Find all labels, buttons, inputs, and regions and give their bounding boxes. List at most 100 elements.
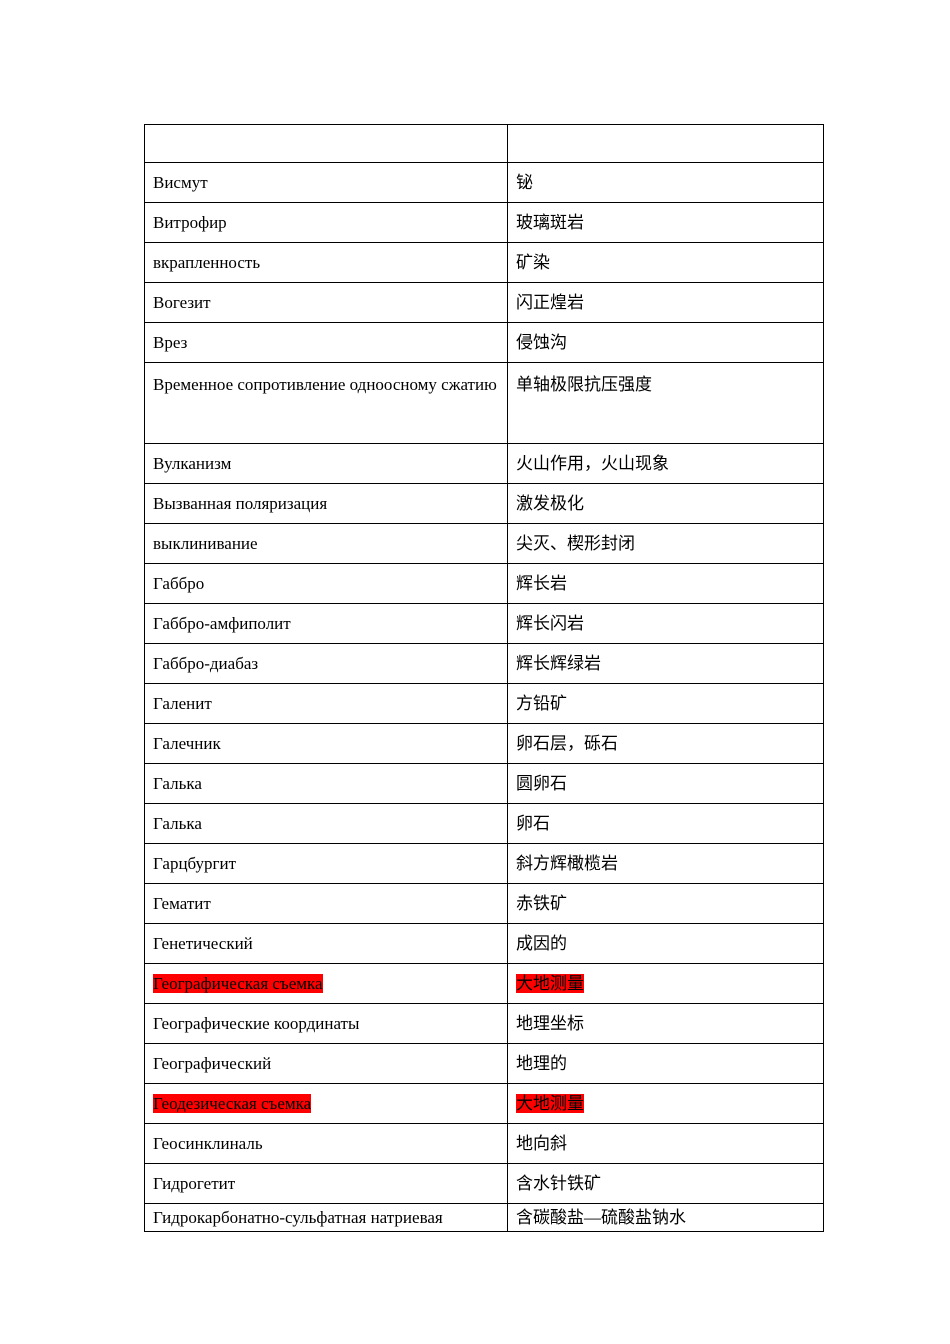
russian-term: Галенит bbox=[153, 694, 212, 713]
chinese-term: 方铅矿 bbox=[516, 694, 567, 713]
table-row: Временное сопротивление одноосному сжати… bbox=[144, 362, 824, 444]
chinese-term-cell: 地向斜 bbox=[507, 1123, 824, 1164]
table-row: выклинивание 尖灭、楔形封闭 bbox=[144, 523, 824, 564]
chinese-term: 含碳酸盐—硫酸盐钠水 bbox=[516, 1208, 686, 1227]
chinese-term: 闪正煌岩 bbox=[516, 293, 584, 312]
table-row: Врез 侵蚀沟 bbox=[144, 322, 824, 363]
russian-term: Висмут bbox=[153, 173, 208, 192]
russian-term: Географические координаты bbox=[153, 1014, 360, 1033]
chinese-term: 地理的 bbox=[516, 1054, 567, 1073]
header-cell-russian bbox=[144, 124, 508, 163]
russian-term-cell: Вогезит bbox=[144, 282, 508, 323]
russian-term-cell: выклинивание bbox=[144, 523, 508, 564]
russian-term-cell: Географические координаты bbox=[144, 1003, 508, 1044]
table-row: Галька 卵石 bbox=[144, 803, 824, 844]
table-header-row bbox=[144, 124, 824, 163]
chinese-term-cell: 铋 bbox=[507, 162, 824, 203]
chinese-term: 地向斜 bbox=[516, 1134, 567, 1153]
header-cell-chinese bbox=[507, 124, 824, 163]
table-row: Генетический 成因的 bbox=[144, 923, 824, 964]
russian-term: Гарцбургит bbox=[153, 854, 237, 873]
russian-term: Габбро-диабаз bbox=[153, 654, 259, 673]
table-row: вкрапленность 矿染 bbox=[144, 242, 824, 283]
table-row: Геодезическая съемка 大地测量 bbox=[144, 1083, 824, 1124]
chinese-term-cell: 辉长闪岩 bbox=[507, 603, 824, 644]
chinese-term-cell: 含水针铁矿 bbox=[507, 1163, 824, 1204]
russian-term-cell: Галька bbox=[144, 763, 508, 804]
russian-term: Галька bbox=[153, 774, 202, 793]
russian-term-cell: Гарцбургит bbox=[144, 843, 508, 884]
russian-term: Географическая съемка bbox=[153, 974, 323, 993]
table-row: Витрофир 玻璃斑岩 bbox=[144, 202, 824, 243]
chinese-term-cell: 斜方辉橄榄岩 bbox=[507, 843, 824, 884]
table-row: Вогезит 闪正煌岩 bbox=[144, 282, 824, 323]
chinese-term-cell: 地理的 bbox=[507, 1043, 824, 1084]
russian-term-cell: Габбро-диабаз bbox=[144, 643, 508, 684]
chinese-term: 斜方辉橄榄岩 bbox=[516, 854, 618, 873]
chinese-term-cell: 方铅矿 bbox=[507, 683, 824, 724]
table-row: Габбро-диабаз 辉长辉绿岩 bbox=[144, 643, 824, 684]
chinese-term-cell: 侵蚀沟 bbox=[507, 322, 824, 363]
chinese-term-cell: 尖灭、楔形封闭 bbox=[507, 523, 824, 564]
chinese-term-cell: 单轴极限抗压强度 bbox=[507, 362, 824, 444]
russian-term: Генетический bbox=[153, 934, 253, 953]
chinese-term: 单轴极限抗压强度 bbox=[516, 375, 652, 394]
chinese-term-cell: 辉长岩 bbox=[507, 563, 824, 604]
chinese-term-cell: 成因的 bbox=[507, 923, 824, 964]
russian-term: Вогезит bbox=[153, 293, 211, 312]
russian-term-cell: Витрофир bbox=[144, 202, 508, 243]
russian-term-cell: Гидрокарбонатно-сульфатная натриевая bbox=[144, 1203, 508, 1232]
chinese-term-cell: 闪正煌岩 bbox=[507, 282, 824, 323]
chinese-term: 圆卵石 bbox=[516, 774, 567, 793]
chinese-term: 矿染 bbox=[516, 253, 550, 272]
russian-term: Габбро-амфиполит bbox=[153, 614, 291, 633]
chinese-term: 卵石层，砾石 bbox=[516, 734, 618, 753]
russian-term-cell: Галечник bbox=[144, 723, 508, 764]
russian-term-cell: Галька bbox=[144, 803, 508, 844]
chinese-term-cell: 玻璃斑岩 bbox=[507, 202, 824, 243]
chinese-term-cell: 赤铁矿 bbox=[507, 883, 824, 924]
russian-term: Гидрогетит bbox=[153, 1174, 236, 1193]
russian-term-cell: Висмут bbox=[144, 162, 508, 203]
chinese-term: 尖灭、楔形封闭 bbox=[516, 534, 635, 553]
table-row: Галька 圆卵石 bbox=[144, 763, 824, 804]
chinese-term: 辉长辉绿岩 bbox=[516, 654, 601, 673]
russian-term: Врез bbox=[153, 333, 188, 352]
chinese-term: 含水针铁矿 bbox=[516, 1174, 601, 1193]
russian-term: выклинивание bbox=[153, 534, 258, 553]
russian-term-cell: Временное сопротивление одноосному сжати… bbox=[144, 362, 508, 444]
russian-term-cell: Географический bbox=[144, 1043, 508, 1084]
chinese-term: 铋 bbox=[516, 173, 533, 192]
russian-term-cell: Генетический bbox=[144, 923, 508, 964]
russian-term: Галька bbox=[153, 814, 202, 833]
chinese-term: 大地测量 bbox=[516, 974, 584, 993]
chinese-term: 赤铁矿 bbox=[516, 894, 567, 913]
table-row: Габбро 辉长岩 bbox=[144, 563, 824, 604]
russian-term-cell: Вулканизм bbox=[144, 443, 508, 484]
chinese-term: 激发极化 bbox=[516, 494, 584, 513]
chinese-term: 玻璃斑岩 bbox=[516, 213, 584, 232]
chinese-term-cell: 大地测量 bbox=[507, 1083, 824, 1124]
table-row: Вулканизм 火山作用，火山现象 bbox=[144, 443, 824, 484]
table-row: Гидрогетит 含水针铁矿 bbox=[144, 1163, 824, 1204]
russian-term: вкрапленность bbox=[153, 253, 261, 272]
russian-term: Временное сопротивление одноосному сжати… bbox=[153, 375, 497, 394]
chinese-term: 成因的 bbox=[516, 934, 567, 953]
russian-term-cell: Вызванная поляризация bbox=[144, 483, 508, 524]
table-row: Гарцбургит 斜方辉橄榄岩 bbox=[144, 843, 824, 884]
russian-term: Вулканизм bbox=[153, 454, 232, 473]
russian-term: Галечник bbox=[153, 734, 221, 753]
russian-term: Гематит bbox=[153, 894, 211, 913]
russian-term: Гидрокарбонатно-сульфатная натриевая bbox=[153, 1208, 443, 1227]
table-row: Географический 地理的 bbox=[144, 1043, 824, 1084]
russian-term-cell: Габбро-амфиполит bbox=[144, 603, 508, 644]
chinese-term-cell: 卵石 bbox=[507, 803, 824, 844]
chinese-term: 辉长岩 bbox=[516, 574, 567, 593]
russian-term-cell: Геосинклиналь bbox=[144, 1123, 508, 1164]
russian-term-cell: Гематит bbox=[144, 883, 508, 924]
chinese-term: 地理坐标 bbox=[516, 1014, 584, 1033]
russian-term: Витрофир bbox=[153, 213, 227, 232]
chinese-term: 火山作用，火山现象 bbox=[516, 454, 669, 473]
chinese-term: 辉长闪岩 bbox=[516, 614, 584, 633]
russian-term-cell: Габбро bbox=[144, 563, 508, 604]
